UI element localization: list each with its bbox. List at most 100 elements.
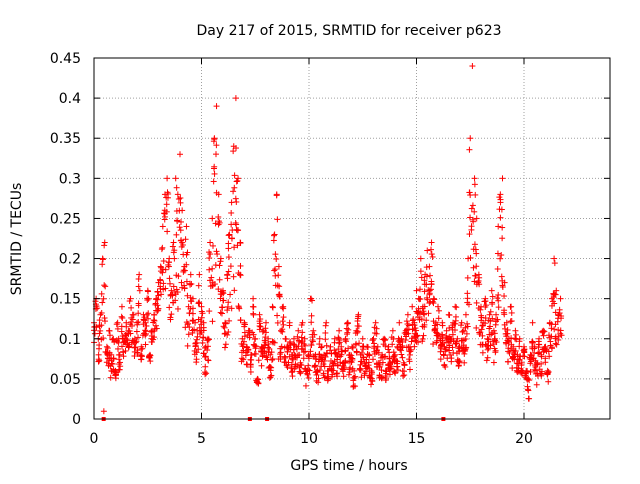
data-point bbox=[486, 311, 493, 318]
data-point bbox=[394, 363, 401, 370]
data-point bbox=[123, 323, 130, 330]
data-point bbox=[228, 235, 235, 242]
data-point bbox=[429, 298, 436, 305]
data-point bbox=[217, 309, 224, 316]
data-point bbox=[275, 263, 282, 270]
data-point bbox=[220, 297, 227, 304]
data-point bbox=[198, 314, 205, 321]
data-point bbox=[167, 316, 174, 323]
data-point bbox=[483, 357, 490, 364]
data-point bbox=[187, 281, 194, 288]
data-point bbox=[117, 359, 124, 366]
data-point bbox=[442, 363, 449, 370]
data-point bbox=[237, 240, 244, 247]
data-point bbox=[174, 218, 181, 225]
data-point bbox=[373, 325, 380, 332]
data-point bbox=[477, 306, 484, 313]
data-point bbox=[296, 364, 303, 371]
data-point bbox=[192, 342, 199, 349]
data-point bbox=[270, 232, 277, 239]
data-point bbox=[230, 148, 237, 155]
data-point bbox=[426, 263, 433, 270]
data-point bbox=[177, 227, 184, 234]
data-point bbox=[289, 373, 296, 380]
data-point bbox=[262, 339, 269, 346]
data-point bbox=[541, 344, 548, 351]
data-point bbox=[343, 320, 350, 327]
data-point bbox=[200, 350, 207, 357]
data-point bbox=[290, 335, 297, 342]
data-point bbox=[233, 198, 240, 205]
data-point bbox=[285, 359, 292, 366]
data-point bbox=[539, 329, 546, 336]
data-point bbox=[99, 299, 106, 306]
data-point bbox=[423, 273, 430, 280]
data-point bbox=[241, 323, 248, 330]
data-point bbox=[473, 299, 480, 306]
data-point bbox=[298, 322, 305, 329]
data-point bbox=[232, 195, 239, 202]
data-point bbox=[520, 353, 527, 360]
data-point bbox=[507, 318, 514, 325]
data-point bbox=[174, 289, 181, 296]
data-point bbox=[502, 325, 509, 332]
data-point bbox=[446, 312, 453, 319]
data-point bbox=[233, 178, 240, 185]
data-point bbox=[346, 366, 353, 373]
data-point bbox=[460, 327, 467, 334]
data-point bbox=[478, 312, 485, 319]
data-point bbox=[455, 363, 462, 370]
data-point bbox=[324, 367, 331, 374]
data-point bbox=[538, 371, 545, 378]
data-point bbox=[551, 326, 558, 333]
data-point bbox=[520, 347, 527, 354]
data-point bbox=[181, 284, 188, 291]
points-layer bbox=[91, 63, 565, 421]
data-point bbox=[272, 272, 279, 279]
data-point bbox=[452, 303, 459, 310]
data-point bbox=[168, 287, 175, 294]
data-point bbox=[165, 261, 172, 268]
data-point bbox=[155, 292, 162, 299]
data-point bbox=[112, 375, 119, 382]
data-point bbox=[552, 291, 559, 298]
data-point bbox=[411, 343, 418, 350]
data-point bbox=[295, 327, 302, 334]
data-point bbox=[100, 408, 107, 415]
data-point bbox=[499, 284, 506, 291]
data-point bbox=[196, 271, 203, 278]
data-point bbox=[322, 353, 329, 360]
data-point bbox=[167, 280, 174, 287]
data-point bbox=[160, 258, 167, 265]
data-point bbox=[170, 249, 177, 256]
data-point bbox=[226, 317, 233, 324]
data-point bbox=[272, 266, 279, 273]
data-point bbox=[495, 297, 502, 304]
data-point bbox=[256, 311, 263, 318]
data-point bbox=[378, 354, 385, 361]
data-point bbox=[101, 314, 108, 321]
data-point bbox=[423, 317, 430, 324]
data-point bbox=[381, 353, 388, 360]
data-point bbox=[125, 343, 132, 350]
data-point bbox=[255, 380, 262, 387]
data-point bbox=[475, 277, 482, 284]
data-point bbox=[342, 336, 349, 343]
data-point bbox=[535, 350, 542, 357]
data-point bbox=[413, 332, 420, 339]
data-point bbox=[464, 274, 471, 281]
data-point bbox=[338, 351, 345, 358]
data-point bbox=[160, 280, 167, 287]
data-point bbox=[554, 318, 561, 325]
data-point bbox=[195, 346, 202, 353]
data-point bbox=[206, 308, 213, 315]
data-point bbox=[503, 319, 510, 326]
data-point bbox=[323, 342, 330, 349]
data-point bbox=[453, 338, 460, 345]
data-point bbox=[428, 278, 435, 285]
data-point bbox=[392, 351, 398, 358]
data-point bbox=[231, 244, 238, 251]
data-point bbox=[130, 311, 137, 318]
data-point bbox=[263, 319, 269, 326]
data-point bbox=[435, 333, 442, 340]
